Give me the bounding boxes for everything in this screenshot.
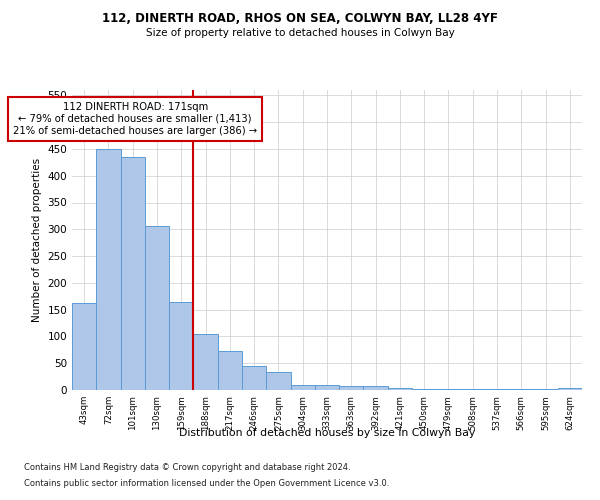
Bar [388, 388, 412, 390]
Text: 112, DINERTH ROAD, RHOS ON SEA, COLWYN BAY, LL28 4YF: 112, DINERTH ROAD, RHOS ON SEA, COLWYN B… [102, 12, 498, 26]
Text: Contains public sector information licensed under the Open Government Licence v3: Contains public sector information licen… [24, 478, 389, 488]
Text: Contains HM Land Registry data © Crown copyright and database right 2024.: Contains HM Land Registry data © Crown c… [24, 464, 350, 472]
Bar [218, 351, 242, 390]
Bar [290, 384, 315, 390]
Text: Distribution of detached houses by size in Colwyn Bay: Distribution of detached houses by size … [179, 428, 475, 438]
Bar [315, 384, 339, 390]
Bar [558, 388, 582, 390]
Bar [145, 226, 169, 390]
Bar [242, 366, 266, 390]
Text: 112 DINERTH ROAD: 171sqm
← 79% of detached houses are smaller (1,413)
21% of sem: 112 DINERTH ROAD: 171sqm ← 79% of detach… [13, 102, 257, 136]
Bar [96, 149, 121, 390]
Bar [169, 302, 193, 390]
Bar [364, 386, 388, 390]
Bar [339, 386, 364, 390]
Bar [436, 389, 461, 390]
Bar [266, 372, 290, 390]
Y-axis label: Number of detached properties: Number of detached properties [32, 158, 42, 322]
Text: Size of property relative to detached houses in Colwyn Bay: Size of property relative to detached ho… [146, 28, 454, 38]
Bar [193, 334, 218, 390]
Bar [121, 157, 145, 390]
Bar [412, 389, 436, 390]
Bar [72, 302, 96, 390]
